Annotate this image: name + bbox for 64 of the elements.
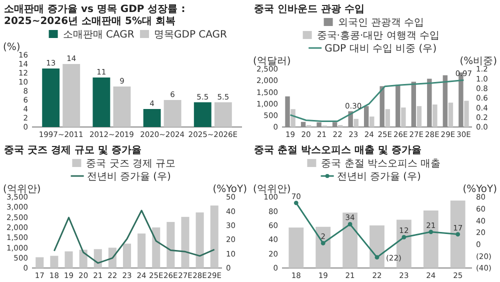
bar bbox=[94, 249, 102, 268]
bar bbox=[214, 102, 232, 127]
point bbox=[348, 222, 352, 226]
bar bbox=[36, 257, 44, 268]
bar bbox=[450, 200, 466, 268]
legend-label: 외국인 관광객 수입 bbox=[338, 18, 424, 28]
bar bbox=[288, 228, 304, 268]
chart-title: 중국 굿즈 경제 규모 및 증가율 bbox=[4, 145, 142, 156]
y2-axis-title: (%YoY) bbox=[212, 184, 248, 195]
bar bbox=[448, 102, 454, 127]
point bbox=[320, 240, 326, 246]
legend-label: 명목GDP CAGR bbox=[154, 30, 228, 40]
y-axis-title: (억위안) bbox=[3, 184, 41, 195]
bar bbox=[370, 225, 384, 268]
bar bbox=[92, 78, 110, 127]
legend-label: 소매판매 CAGR bbox=[62, 30, 134, 40]
legend-label: 중국 굿즈 경제 규모 bbox=[86, 158, 176, 170]
bar bbox=[370, 116, 374, 127]
bar bbox=[62, 64, 80, 127]
legend-label: GDP 대비 수입 비중 (우) bbox=[324, 44, 437, 54]
bar bbox=[423, 210, 438, 268]
point bbox=[294, 200, 298, 206]
y2-axis-title: (%비중) bbox=[460, 56, 498, 67]
bar bbox=[385, 109, 390, 127]
bar bbox=[342, 212, 358, 268]
legend-label: 전년비 증가율 (우) bbox=[336, 172, 422, 182]
chart-title: 소매판매 증가율 vs 명목 GDP 성장률 : 2025~2026년 소매판매 5%대 회복 bbox=[4, 4, 186, 27]
bar bbox=[354, 118, 358, 127]
point bbox=[428, 230, 434, 234]
legend-label: 중국·홍콩·대만 여행객 수입 bbox=[316, 30, 440, 42]
bar bbox=[138, 234, 146, 268]
bar bbox=[290, 109, 296, 127]
line-series bbox=[53, 210, 216, 264]
line-series bbox=[290, 79, 464, 122]
point bbox=[456, 232, 460, 236]
bar bbox=[64, 251, 73, 268]
y2-axis-title: (%YoY) bbox=[462, 184, 498, 195]
bar bbox=[79, 250, 88, 268]
bar bbox=[194, 102, 212, 127]
y-axis-title: (%) bbox=[3, 42, 20, 53]
bar bbox=[166, 222, 175, 268]
legend-label: 중국 춘절 박스오피스 매출 bbox=[321, 158, 441, 170]
bar bbox=[143, 109, 161, 127]
bar bbox=[152, 227, 160, 268]
bar bbox=[196, 212, 204, 268]
point bbox=[402, 235, 406, 240]
bar bbox=[113, 86, 131, 127]
bar bbox=[210, 206, 218, 268]
bar bbox=[401, 108, 406, 127]
bar bbox=[122, 244, 132, 268]
bar bbox=[181, 216, 190, 268]
bar bbox=[42, 68, 60, 127]
bar bbox=[50, 256, 58, 268]
point bbox=[374, 255, 380, 260]
y-axis-title: (억달러) bbox=[253, 56, 291, 67]
bar bbox=[416, 106, 422, 127]
bar bbox=[164, 100, 182, 127]
y-axis-title: (억위안) bbox=[253, 184, 291, 195]
bar bbox=[316, 226, 331, 268]
chart-title: 중국 인바운드 관광 수입 bbox=[254, 4, 364, 15]
legend-label: 전년비 증가율 (우) bbox=[86, 172, 172, 182]
chart-title: 중국 춘절 박스오피스 매출 및 증가율 bbox=[254, 145, 422, 156]
bar bbox=[432, 104, 438, 127]
bar bbox=[464, 100, 469, 127]
